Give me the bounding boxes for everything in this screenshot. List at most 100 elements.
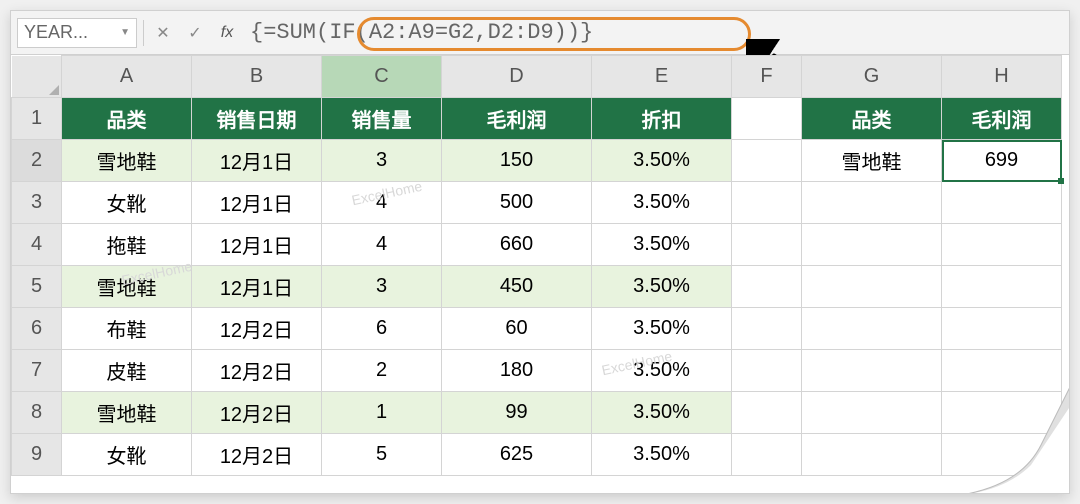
table-header-cell[interactable]: 销售日期 bbox=[192, 98, 322, 140]
cell[interactable] bbox=[732, 350, 802, 392]
cell[interactable] bbox=[732, 98, 802, 140]
formula-input[interactable]: {=SUM(IF(A2:A9=G2,D2:D9))} bbox=[246, 20, 1063, 45]
column-header[interactable]: B bbox=[192, 56, 322, 98]
cell[interactable]: 皮鞋 bbox=[62, 350, 192, 392]
cell[interactable]: 500 bbox=[442, 182, 592, 224]
cell[interactable]: 3.50% bbox=[592, 392, 732, 434]
cell[interactable]: 12月1日 bbox=[192, 224, 322, 266]
column-header[interactable]: G bbox=[802, 56, 942, 98]
column-header[interactable]: A bbox=[62, 56, 192, 98]
worksheet[interactable]: ABCDEFGH1品类销售日期销售量毛利润折扣品类毛利润2雪地鞋12月1日315… bbox=[11, 55, 1069, 493]
cell[interactable] bbox=[732, 182, 802, 224]
column-header[interactable]: F bbox=[732, 56, 802, 98]
name-box-text: YEAR... bbox=[24, 22, 88, 43]
cell[interactable] bbox=[942, 308, 1062, 350]
cell[interactable]: 女靴 bbox=[62, 182, 192, 224]
row-header[interactable]: 4 bbox=[12, 224, 62, 266]
row-header[interactable]: 2 bbox=[12, 140, 62, 182]
separator bbox=[143, 20, 144, 46]
cell[interactable]: 99 bbox=[442, 392, 592, 434]
formula-bar: YEAR... ▼ ✕ ✓ fx {=SUM(IF(A2:A9=G2,D2:D9… bbox=[11, 11, 1069, 55]
table-header-cell[interactable]: 品类 bbox=[62, 98, 192, 140]
cell[interactable]: 雪地鞋 bbox=[802, 140, 942, 182]
cell[interactable]: 3.50% bbox=[592, 434, 732, 476]
cell[interactable] bbox=[802, 392, 942, 434]
cell[interactable] bbox=[802, 224, 942, 266]
cell[interactable] bbox=[732, 308, 802, 350]
cell[interactable]: 雪地鞋 bbox=[62, 266, 192, 308]
table-header-cell[interactable]: 销售量 bbox=[322, 98, 442, 140]
cell[interactable]: 雪地鞋 bbox=[62, 140, 192, 182]
row-header[interactable]: 5 bbox=[12, 266, 62, 308]
name-box[interactable]: YEAR... ▼ bbox=[17, 18, 137, 48]
cell[interactable]: 12月1日 bbox=[192, 182, 322, 224]
cell[interactable]: 12月2日 bbox=[192, 392, 322, 434]
cell[interactable]: 4 bbox=[322, 224, 442, 266]
table-header-cell[interactable]: 折扣 bbox=[592, 98, 732, 140]
row-header[interactable]: 1 bbox=[12, 98, 62, 140]
cell[interactable] bbox=[732, 140, 802, 182]
row-header[interactable]: 9 bbox=[12, 434, 62, 476]
select-all-corner[interactable] bbox=[12, 56, 62, 98]
cell[interactable]: 180 bbox=[442, 350, 592, 392]
cell[interactable] bbox=[732, 266, 802, 308]
enter-icon[interactable]: ✓ bbox=[182, 20, 208, 46]
cell[interactable] bbox=[732, 224, 802, 266]
cell[interactable] bbox=[802, 266, 942, 308]
cell[interactable]: 4 bbox=[322, 182, 442, 224]
table-header-cell[interactable]: 品类 bbox=[802, 98, 942, 140]
cell[interactable]: 150 bbox=[442, 140, 592, 182]
cell[interactable]: 12月1日 bbox=[192, 266, 322, 308]
cell[interactable]: 3.50% bbox=[592, 266, 732, 308]
column-header[interactable]: D bbox=[442, 56, 592, 98]
cell[interactable]: 450 bbox=[442, 266, 592, 308]
selected-cell[interactable]: 699 bbox=[942, 140, 1062, 182]
cell[interactable]: 12月2日 bbox=[192, 350, 322, 392]
cell[interactable]: 12月1日 bbox=[192, 140, 322, 182]
cell[interactable] bbox=[802, 350, 942, 392]
row-header[interactable]: 6 bbox=[12, 308, 62, 350]
cell[interactable]: 12月2日 bbox=[192, 434, 322, 476]
cell[interactable] bbox=[942, 182, 1062, 224]
cell[interactable] bbox=[802, 182, 942, 224]
column-header[interactable]: E bbox=[592, 56, 732, 98]
cell[interactable]: 3 bbox=[322, 140, 442, 182]
cell[interactable] bbox=[942, 350, 1062, 392]
cell[interactable] bbox=[732, 434, 802, 476]
fx-icon[interactable]: fx bbox=[214, 20, 240, 46]
column-header[interactable]: C bbox=[322, 56, 442, 98]
cell[interactable] bbox=[942, 434, 1062, 476]
cell[interactable]: 3.50% bbox=[592, 140, 732, 182]
cell[interactable]: 660 bbox=[442, 224, 592, 266]
cell[interactable]: 拖鞋 bbox=[62, 224, 192, 266]
row-header[interactable]: 3 bbox=[12, 182, 62, 224]
table-header-cell[interactable]: 毛利润 bbox=[942, 98, 1062, 140]
cell[interactable]: 5 bbox=[322, 434, 442, 476]
cancel-icon[interactable]: ✕ bbox=[150, 20, 176, 46]
row-header[interactable]: 8 bbox=[12, 392, 62, 434]
cell[interactable]: 布鞋 bbox=[62, 308, 192, 350]
formula-text: {=SUM(IF(A2:A9=G2,D2:D9))} bbox=[250, 20, 593, 45]
cell[interactable] bbox=[732, 392, 802, 434]
cell[interactable]: 60 bbox=[442, 308, 592, 350]
table-header-cell[interactable]: 毛利润 bbox=[442, 98, 592, 140]
cell[interactable] bbox=[942, 224, 1062, 266]
cell[interactable]: 女靴 bbox=[62, 434, 192, 476]
row-header[interactable]: 7 bbox=[12, 350, 62, 392]
cell[interactable]: 6 bbox=[322, 308, 442, 350]
cell[interactable]: 3.50% bbox=[592, 350, 732, 392]
cell[interactable] bbox=[802, 308, 942, 350]
cell[interactable]: 2 bbox=[322, 350, 442, 392]
cell[interactable] bbox=[942, 392, 1062, 434]
cell[interactable]: 雪地鞋 bbox=[62, 392, 192, 434]
cell[interactable] bbox=[802, 434, 942, 476]
column-header[interactable]: H bbox=[942, 56, 1062, 98]
cell[interactable]: 3.50% bbox=[592, 308, 732, 350]
cell[interactable]: 3 bbox=[322, 266, 442, 308]
cell[interactable]: 3.50% bbox=[592, 182, 732, 224]
cell[interactable] bbox=[942, 266, 1062, 308]
cell[interactable]: 12月2日 bbox=[192, 308, 322, 350]
cell[interactable]: 1 bbox=[322, 392, 442, 434]
cell[interactable]: 625 bbox=[442, 434, 592, 476]
cell[interactable]: 3.50% bbox=[592, 224, 732, 266]
